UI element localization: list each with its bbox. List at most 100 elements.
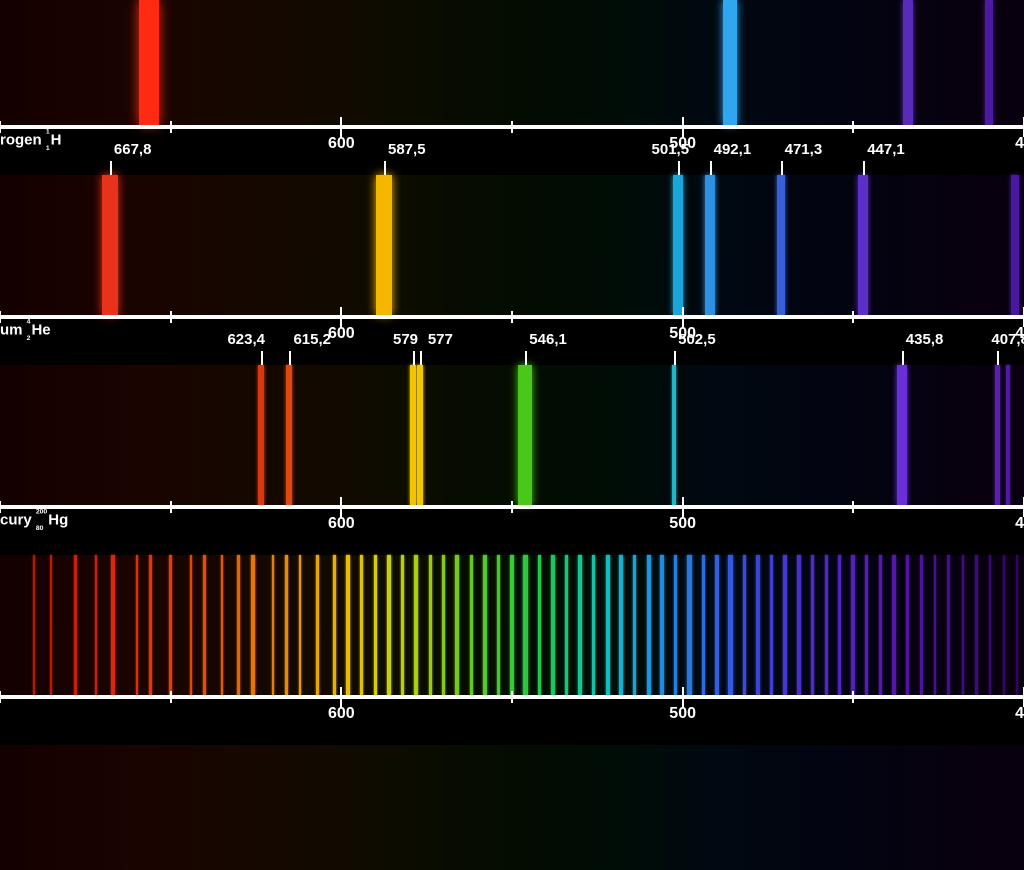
axis-tick-label: 40 (1015, 135, 1024, 153)
emission-line (728, 555, 733, 695)
emission-line (1016, 555, 1018, 695)
emission-line (1003, 555, 1005, 695)
axis-minor-tick (170, 691, 172, 703)
emission-line (111, 555, 115, 695)
axis-tick (682, 117, 684, 137)
line-label-marker (525, 351, 527, 365)
continuum-gradient (0, 175, 1024, 315)
emission-line (672, 365, 676, 505)
axis-minor-tick (170, 121, 172, 133)
emission-line (551, 555, 555, 695)
emission-line (169, 555, 172, 695)
axis-tick-label: 600 (328, 705, 355, 723)
line-label-marker (863, 161, 865, 175)
emission-line (401, 555, 404, 695)
line-label: 492,1 (714, 141, 752, 158)
emission-line (376, 175, 392, 315)
line-label-marker (289, 351, 291, 365)
emission-line (838, 555, 841, 695)
axis-tick-label: 600 (328, 515, 355, 533)
axis-minor-tick (511, 311, 513, 323)
emission-line (429, 555, 432, 695)
emission-line (756, 555, 760, 695)
axis-minor-tick (511, 501, 513, 513)
axis-tick (682, 497, 684, 517)
axis-tick-label: 40 (1015, 515, 1024, 533)
line-label-marker (902, 351, 904, 365)
emission-line (95, 555, 97, 695)
axis-tick-label: 40 (1015, 325, 1024, 343)
emission-line (592, 555, 595, 695)
emission-line (934, 555, 936, 695)
emission-line (920, 555, 923, 695)
emission-line (989, 555, 991, 695)
line-label-marker (710, 161, 712, 175)
emission-line (619, 555, 623, 695)
emission-line (258, 365, 264, 505)
spectrum-panel-0 (0, 0, 1024, 125)
line-label: 667,8 (114, 141, 152, 158)
axis-tick (340, 307, 342, 327)
line-label: 447,1 (867, 141, 905, 158)
emission-line (251, 555, 255, 695)
emission-line (975, 555, 978, 695)
axis-minor-tick (0, 501, 1, 513)
emission-line (523, 555, 528, 695)
emission-line (783, 555, 787, 695)
line-label-marker (781, 161, 783, 175)
emission-line (237, 555, 240, 695)
emission-line (906, 555, 909, 695)
emission-line (962, 555, 964, 695)
element-label-3: cury 20080Hg (0, 511, 68, 530)
emission-line (417, 365, 423, 505)
axis-tick-label: 600 (328, 135, 355, 153)
axis-minor-tick (170, 501, 172, 513)
emission-line (136, 555, 138, 695)
emission-line (865, 555, 868, 695)
spectrum-panel-1 (0, 175, 1024, 315)
emission-line (660, 555, 664, 695)
axis-tick (340, 687, 342, 707)
axis-tick-label: 500 (669, 325, 696, 343)
line-label-marker (261, 351, 263, 365)
axis-tick (682, 687, 684, 707)
axis-tick-label: 500 (669, 705, 696, 723)
emission-line (633, 555, 636, 695)
emission-line (139, 0, 159, 125)
emission-line (647, 555, 651, 695)
emission-line (316, 555, 319, 695)
line-label-marker (420, 351, 422, 365)
emission-line (705, 175, 715, 315)
line-label-marker (384, 161, 386, 175)
emission-line (442, 555, 445, 695)
emission-line (673, 175, 683, 315)
line-label: 435,8 (906, 331, 944, 348)
axis-minor-tick (852, 691, 854, 703)
axis-tick (682, 307, 684, 327)
emission-line (455, 555, 459, 695)
emission-line (879, 555, 882, 695)
emission-line (190, 555, 192, 695)
line-label: 546,1 (529, 331, 567, 348)
emission-line (565, 555, 568, 695)
emission-line (995, 365, 1000, 505)
emission-line (221, 555, 223, 695)
emission-line (985, 0, 993, 125)
emission-line (203, 555, 206, 695)
emission-line (903, 0, 913, 125)
emission-line (272, 555, 274, 695)
continuum-gradient (0, 745, 1024, 870)
emission-line (743, 555, 746, 695)
emission-line (777, 175, 785, 315)
emission-line (470, 555, 473, 695)
axis-tick-label: 40 (1015, 705, 1024, 723)
axis-minor-tick (0, 121, 1, 133)
emission-line (510, 555, 514, 695)
emission-line (285, 555, 288, 695)
emission-line (102, 175, 118, 315)
emission-line (851, 555, 855, 695)
axis-tick (340, 117, 342, 137)
emission-line (387, 555, 391, 695)
emission-line (770, 555, 773, 695)
emission-line (33, 555, 35, 695)
